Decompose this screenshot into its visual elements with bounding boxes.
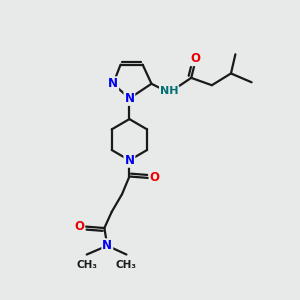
Text: N: N	[124, 92, 134, 105]
Text: CH₃: CH₃	[116, 260, 137, 270]
Text: O: O	[149, 172, 159, 184]
Text: O: O	[190, 52, 201, 65]
Text: N: N	[102, 239, 112, 252]
Text: CH₃: CH₃	[76, 260, 97, 270]
Text: O: O	[74, 220, 84, 233]
Text: N: N	[124, 154, 134, 167]
Text: NH: NH	[160, 86, 178, 96]
Text: N: N	[108, 77, 118, 90]
